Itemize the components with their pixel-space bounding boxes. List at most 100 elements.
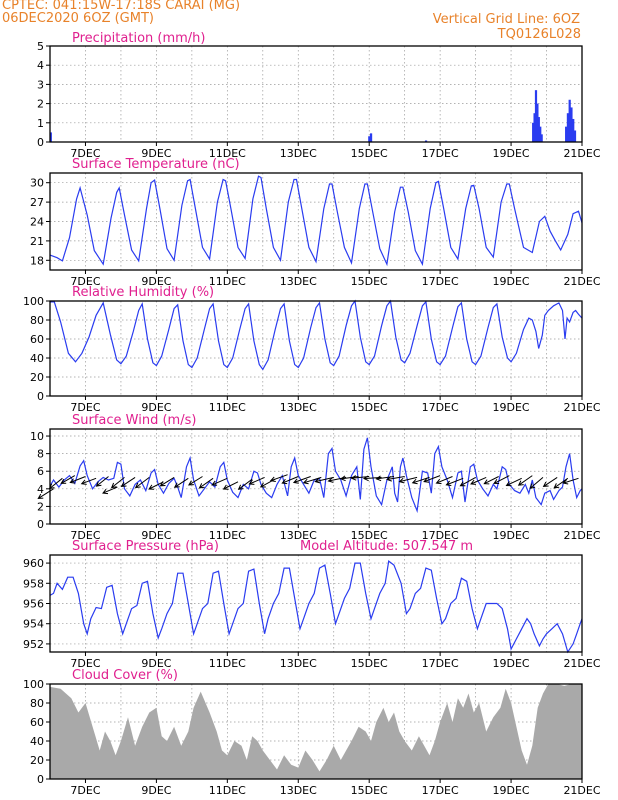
x-tick-label: 11DEC xyxy=(209,657,246,670)
panel-title-cloud: Cloud Cover (%) xyxy=(72,668,178,683)
wind-direction-arrow xyxy=(120,476,136,487)
y-tick-label: 954 xyxy=(23,618,44,631)
x-tick-label: 7DEC xyxy=(70,784,100,797)
x-tick-label: 13DEC xyxy=(280,784,317,797)
y-tick-label: 100 xyxy=(23,295,44,308)
precip-bar xyxy=(565,126,568,142)
x-tick-label: 11DEC xyxy=(209,275,246,288)
x-tick-label: 21DEC xyxy=(563,275,600,288)
wind-direction-arrow xyxy=(95,476,109,487)
plot-frame xyxy=(49,300,583,397)
y-tick-label: 8 xyxy=(37,448,44,461)
precip-bar xyxy=(534,90,538,142)
y-tick-label: 27 xyxy=(30,196,44,209)
wind-direction-arrow xyxy=(435,476,453,485)
y-tick-label: 40 xyxy=(30,352,44,365)
precip-bar xyxy=(537,117,540,142)
x-tick-label: 11DEC xyxy=(209,529,246,542)
panel-wind: 0 2 4 6 8 10 7DEC 9DEC 11DEC 13DEC 15DEC 17DEC 19DEC… xyxy=(30,413,601,542)
precip-bar xyxy=(568,99,571,142)
temp-series-line xyxy=(49,175,583,267)
y-tick-label: 60 xyxy=(30,333,44,346)
rh-series-line xyxy=(50,299,583,371)
wind-direction-arrow xyxy=(110,477,125,489)
y-tick-label: 30 xyxy=(30,177,44,190)
x-tick-label: 9DEC xyxy=(141,784,171,797)
x-tick-label: 15DEC xyxy=(351,275,388,288)
x-tick-label: 19DEC xyxy=(493,657,530,670)
x-tick-label: 15DEC xyxy=(351,657,388,670)
y-tick-label: 40 xyxy=(30,735,44,748)
precip-bar xyxy=(49,132,52,142)
wind-direction-arrow xyxy=(269,474,288,482)
wind-direction-arrow xyxy=(483,476,499,485)
wind-direction-arrow xyxy=(445,477,464,486)
wind-direction-arrow xyxy=(398,476,418,484)
wind-direction-arrow xyxy=(102,486,118,495)
wind-direction-arrow xyxy=(148,481,164,490)
y-tick-label: 960 xyxy=(23,557,44,570)
plot-frame xyxy=(49,45,583,143)
plot-frame xyxy=(49,683,583,780)
y-tick-label: 2 xyxy=(37,98,44,111)
x-tick-label: 21DEC xyxy=(563,784,600,797)
wind-direction-arrow xyxy=(80,477,97,485)
x-tick-label: 17DEC xyxy=(422,529,459,542)
y-tick-label: 24 xyxy=(30,216,44,229)
wind-direction-arrow xyxy=(505,477,522,487)
x-tick-label: 17DEC xyxy=(422,401,459,414)
y-tick-label: 5 xyxy=(37,40,44,53)
x-tick-label: 13DEC xyxy=(280,147,317,160)
wind-series-line xyxy=(49,437,583,514)
panel-temp: 18 21 24 27 30 7DEC 9DEC 11DEC 13DEC 15DEC 17DEC 19… xyxy=(30,157,601,288)
x-tick-label: 15DEC xyxy=(351,401,388,414)
y-tick-label: 952 xyxy=(23,638,44,651)
wind-direction-arrow xyxy=(386,476,405,482)
x-tick-label: 17DEC xyxy=(422,784,459,797)
precip-bar xyxy=(570,107,573,142)
y-tick-label: 10 xyxy=(30,430,44,443)
panel-rh: 0 20 40 60 80 100 7DEC 9DEC 11DEC 13DEC 15DEC 17DEC… xyxy=(23,285,601,414)
panel-title-pressure: Surface Pressure (hPa) xyxy=(72,539,219,554)
y-tick-label: 100 xyxy=(23,678,44,691)
wind-direction-arrow xyxy=(281,476,299,485)
x-tick-label: 15DEC xyxy=(351,784,388,797)
x-tick-label: 17DEC xyxy=(422,657,459,670)
y-tick-label: 80 xyxy=(30,697,44,710)
wind-direction-arrow xyxy=(159,476,175,487)
x-tick-label: 13DEC xyxy=(280,657,317,670)
wind-direction-arrow xyxy=(562,477,579,485)
wind-direction-arrow xyxy=(314,476,334,484)
y-tick-label: 0 xyxy=(37,518,44,531)
header-station-line: CPTEC: 041:15W-17:18S CARAI (MG) xyxy=(2,0,241,13)
y-tick-label: 958 xyxy=(23,577,44,590)
y-tick-label: 20 xyxy=(30,754,44,767)
x-tick-label: 13DEC xyxy=(280,275,317,288)
precip-bar xyxy=(573,130,577,142)
wind-direction-arrow xyxy=(529,477,544,489)
panel-precip: 0 1 2 3 4 5 7DEC 9DEC 11DEC 13DEC 15DEC 17DEC 19DEC 2… xyxy=(37,31,601,160)
x-tick-label: 15DEC xyxy=(351,147,388,160)
precip-bar xyxy=(424,140,428,142)
x-tick-label: 19DEC xyxy=(493,147,530,160)
wind-direction-arrow xyxy=(187,476,203,486)
wind-direction-arrow xyxy=(542,476,558,487)
wind-direction-arrow xyxy=(198,477,214,489)
x-tick-label: 21DEC xyxy=(563,529,600,542)
y-tick-label: 18 xyxy=(30,254,44,267)
panel-title-precip: Precipitation (mm/h) xyxy=(72,31,205,46)
cloud-cover-area xyxy=(50,684,582,779)
x-tick-label: 13DEC xyxy=(280,401,317,414)
header-grid-note: Vertical Grid Line: 6OZ xyxy=(432,12,580,27)
wind-direction-arrow xyxy=(553,477,569,489)
y-tick-label: 60 xyxy=(30,716,44,729)
wind-direction-arrow xyxy=(37,488,54,499)
wind-direction-arrow xyxy=(292,476,311,484)
x-tick-label: 11DEC xyxy=(209,147,246,160)
panel-pressure: 952 954 956 958 960 7DEC 9DEC 11DEC 13DEC 15DEC 17… xyxy=(23,539,601,670)
x-tick-label: 21DEC xyxy=(563,657,600,670)
wind-direction-arrow xyxy=(470,476,487,485)
y-tick-label: 20 xyxy=(30,371,44,384)
wind-direction-arrow xyxy=(222,481,239,490)
